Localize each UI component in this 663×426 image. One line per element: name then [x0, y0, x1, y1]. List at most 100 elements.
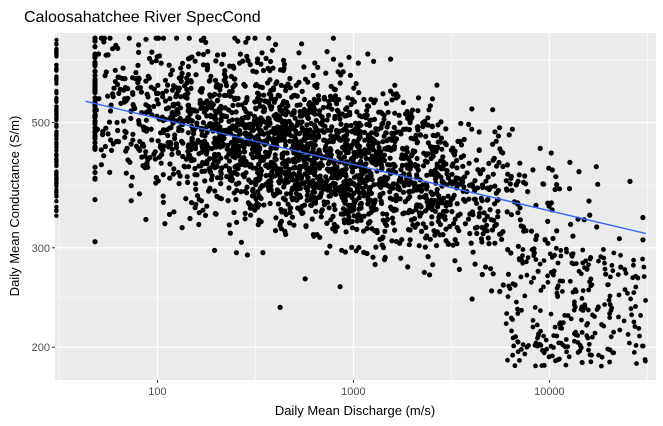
data-point [407, 194, 413, 200]
data-point [173, 141, 179, 147]
data-point [308, 167, 314, 173]
data-point [440, 208, 447, 215]
data-point [370, 207, 377, 213]
data-point [260, 67, 267, 74]
data-point [469, 209, 476, 215]
data-point [310, 182, 317, 188]
data-point [312, 160, 318, 166]
data-point [169, 67, 175, 73]
data-point [397, 120, 403, 126]
data-point [384, 211, 390, 217]
data-point [365, 220, 371, 226]
data-point [512, 363, 518, 369]
data-point [398, 255, 404, 261]
data-point [353, 213, 359, 219]
data-point [122, 134, 128, 140]
data-point [414, 221, 421, 227]
data-point [137, 147, 143, 153]
data-point [219, 61, 225, 67]
data-point [135, 80, 141, 86]
data-point [429, 191, 435, 197]
data-point [554, 333, 560, 339]
data-point [125, 86, 131, 92]
data-point [177, 115, 183, 121]
data-point [319, 128, 325, 134]
data-point [520, 253, 525, 259]
data-point [345, 211, 351, 217]
data-point [361, 213, 367, 219]
data-point [343, 208, 349, 214]
data-point [208, 177, 215, 183]
data-point [560, 289, 565, 294]
data-point [586, 262, 591, 268]
data-point [594, 307, 600, 312]
data-point [452, 216, 458, 222]
data-point [621, 318, 627, 324]
data-point [425, 151, 431, 157]
data-point [601, 323, 607, 329]
data-point [308, 192, 314, 199]
data-point [427, 272, 433, 278]
data-point [115, 45, 121, 52]
data-point [304, 122, 310, 128]
data-point [429, 123, 435, 129]
data-point [425, 140, 431, 146]
data-point [92, 79, 98, 85]
data-point [265, 131, 271, 137]
data-point [481, 210, 487, 216]
data-point [293, 185, 299, 191]
data-point [317, 194, 323, 200]
data-point [136, 75, 142, 81]
data-point [193, 181, 199, 187]
data-point [54, 81, 59, 86]
data-point [479, 224, 485, 230]
data-point [579, 360, 585, 365]
data-point [325, 161, 332, 167]
data-point [234, 117, 240, 123]
data-point [204, 113, 210, 119]
data-point [505, 294, 511, 300]
data-point [435, 139, 441, 145]
data-point [480, 167, 486, 173]
data-point [374, 131, 380, 137]
data-point [135, 62, 141, 68]
data-point [292, 134, 298, 140]
data-point [364, 121, 370, 127]
data-point [348, 122, 354, 129]
data-point [327, 243, 333, 249]
data-point [474, 224, 480, 230]
data-point [92, 239, 98, 245]
data-point [263, 55, 269, 62]
data-point [253, 180, 259, 187]
data-point [92, 68, 98, 74]
data-point [258, 158, 264, 164]
data-point [103, 125, 109, 131]
data-point [416, 243, 422, 249]
data-point [607, 315, 613, 320]
data-point [278, 82, 284, 88]
data-point [411, 216, 418, 222]
data-point [508, 175, 514, 181]
data-point [605, 282, 610, 288]
data-point [387, 155, 393, 161]
data-point [623, 270, 629, 276]
data-point [411, 182, 417, 188]
data-point [314, 174, 320, 180]
data-point [188, 155, 194, 162]
data-point [461, 136, 467, 143]
data-point [354, 186, 361, 192]
data-point [633, 343, 639, 348]
data-point [549, 167, 555, 173]
data-point [327, 193, 333, 199]
data-point [196, 163, 202, 169]
data-point [220, 143, 226, 149]
data-point [242, 125, 248, 131]
data-point [579, 317, 584, 323]
data-point [246, 201, 252, 207]
data-point [232, 155, 238, 161]
data-point [607, 293, 613, 299]
data-point [54, 148, 59, 153]
data-point [267, 77, 273, 83]
data-point [587, 256, 593, 262]
data-point [157, 144, 163, 150]
